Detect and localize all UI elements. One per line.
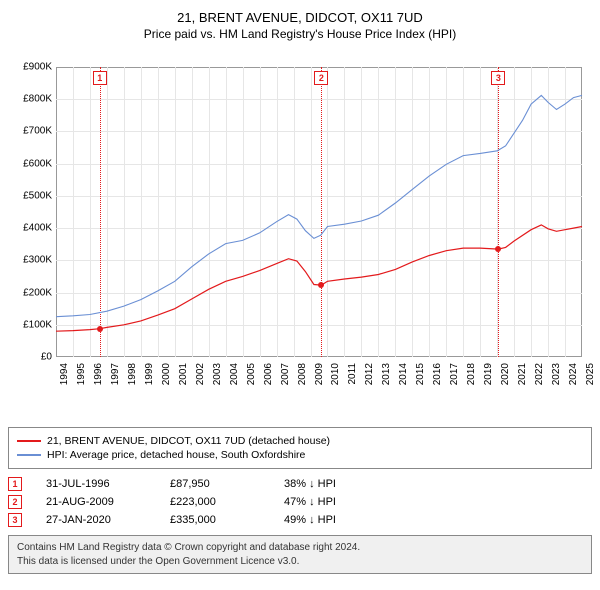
transaction-price: £223,000: [170, 496, 260, 508]
series-lines: [8, 47, 592, 359]
attribution-footer: Contains HM Land Registry data © Crown c…: [8, 535, 592, 574]
xtick-label: 2002: [195, 363, 206, 385]
transaction-pct: 47% ↓ HPI: [284, 496, 384, 508]
xtick-label: 2014: [398, 363, 409, 385]
transaction-row: 1 31-JUL-1996 £87,950 38% ↓ HPI: [8, 477, 592, 491]
xtick-label: 2021: [517, 363, 528, 385]
legend-label: HPI: Average price, detached house, Sout…: [47, 449, 305, 461]
transactions-table: 1 31-JUL-1996 £87,950 38% ↓ HPI 2 21-AUG-2009…: [8, 477, 592, 527]
xtick-label: 2006: [263, 363, 274, 385]
series-line-hpi: [56, 95, 582, 316]
transaction-marker: 3: [8, 513, 22, 527]
legend-swatch: [17, 440, 41, 442]
transaction-row: 2 21-AUG-2009 £223,000 47% ↓ HPI: [8, 495, 592, 509]
xtick-label: 2025: [585, 363, 596, 385]
transaction-date: 21-AUG-2009: [46, 496, 146, 508]
transaction-marker: 1: [8, 477, 22, 491]
xtick-label: 2013: [381, 363, 392, 385]
legend-label: 21, BRENT AVENUE, DIDCOT, OX11 7UD (deta…: [47, 435, 330, 447]
legend-swatch: [17, 454, 41, 456]
legend-item: HPI: Average price, detached house, Sout…: [17, 449, 583, 461]
footer-line-1: Contains HM Land Registry data © Crown c…: [17, 541, 583, 555]
xtick-label: 1996: [93, 363, 104, 385]
xtick-label: 2012: [364, 363, 375, 385]
legend-item: 21, BRENT AVENUE, DIDCOT, OX11 7UD (deta…: [17, 435, 583, 447]
transaction-date: 27-JAN-2020: [46, 514, 146, 526]
transaction-pct: 49% ↓ HPI: [284, 514, 384, 526]
xtick-label: 2018: [466, 363, 477, 385]
xtick-label: 2008: [297, 363, 308, 385]
legend: 21, BRENT AVENUE, DIDCOT, OX11 7UD (deta…: [8, 427, 592, 469]
xtick-label: 2011: [347, 363, 358, 385]
xtick-label: 2015: [415, 363, 426, 385]
xtick-label: 2003: [212, 363, 223, 385]
transaction-pct: 38% ↓ HPI: [284, 478, 384, 490]
chart-title: 21, BRENT AVENUE, DIDCOT, OX11 7UD: [8, 10, 592, 25]
xtick-label: 2024: [568, 363, 579, 385]
xtick-label: 1997: [110, 363, 121, 385]
xtick-label: 2020: [500, 363, 511, 385]
xtick-label: 2017: [449, 363, 460, 385]
xtick-label: 2019: [483, 363, 494, 385]
xtick-label: 2001: [178, 363, 189, 385]
xtick-label: 2016: [432, 363, 443, 385]
xtick-label: 2023: [551, 363, 562, 385]
xtick-label: 1995: [76, 363, 87, 385]
chart-subtitle: Price paid vs. HM Land Registry's House …: [8, 27, 592, 41]
series-line-price_paid: [56, 225, 582, 331]
transaction-marker: 2: [8, 495, 22, 509]
transaction-price: £87,950: [170, 478, 260, 490]
xtick-label: 2005: [246, 363, 257, 385]
transaction-price: £335,000: [170, 514, 260, 526]
xtick-label: 1999: [144, 363, 155, 385]
xtick-label: 2009: [314, 363, 325, 385]
xtick-label: 1998: [127, 363, 138, 385]
xtick-label: 2004: [229, 363, 240, 385]
xtick-label: 1994: [59, 363, 70, 385]
xtick-label: 2007: [280, 363, 291, 385]
footer-line-2: This data is licensed under the Open Gov…: [17, 555, 583, 569]
xtick-label: 2010: [330, 363, 341, 385]
chart-area: £0£100K£200K£300K£400K£500K£600K£700K£80…: [8, 47, 592, 417]
xtick-label: 2022: [534, 363, 545, 385]
transaction-row: 3 27-JAN-2020 £335,000 49% ↓ HPI: [8, 513, 592, 527]
transaction-date: 31-JUL-1996: [46, 478, 146, 490]
xtick-label: 2000: [161, 363, 172, 385]
